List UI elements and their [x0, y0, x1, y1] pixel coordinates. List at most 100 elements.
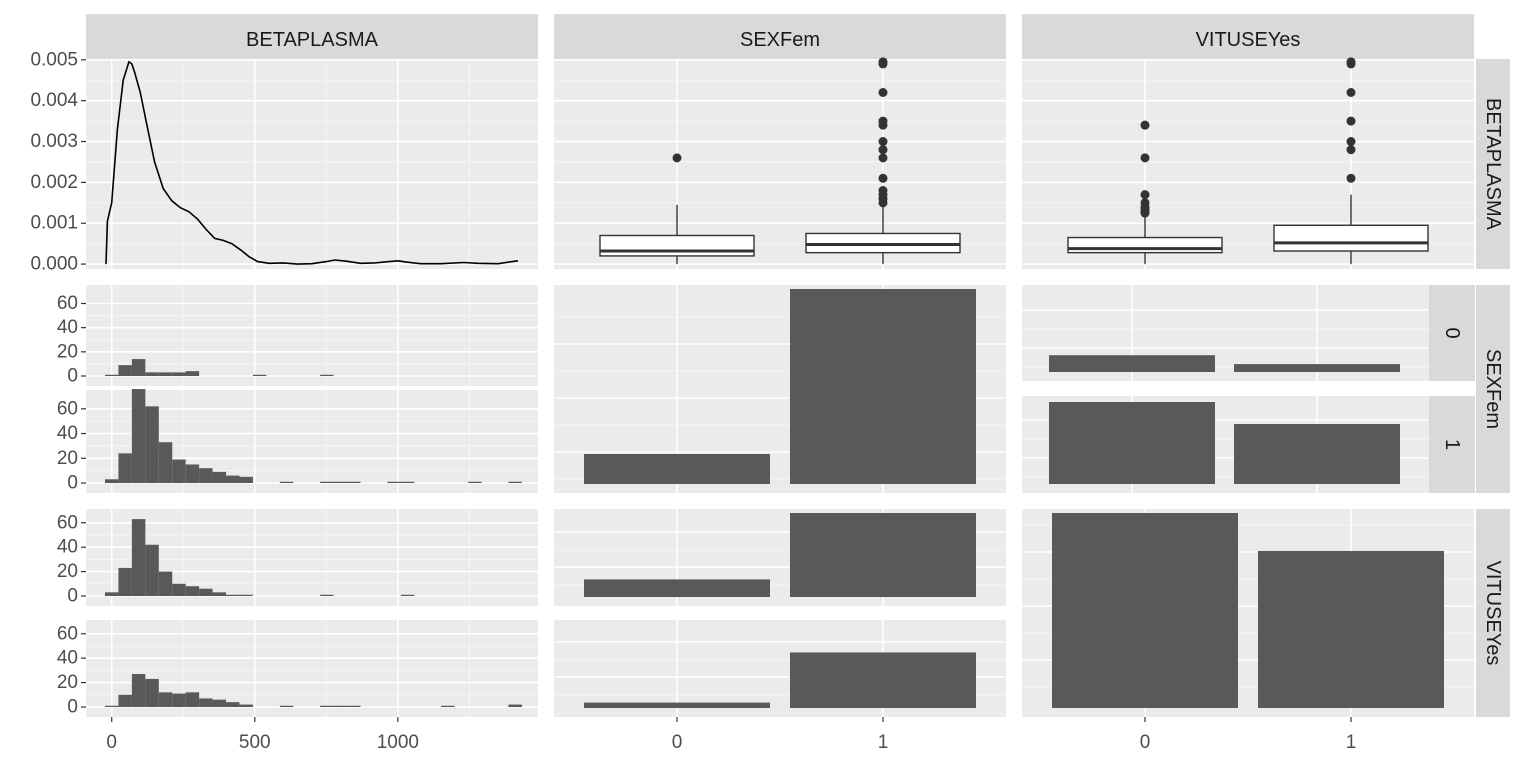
histogram-bar: [333, 481, 348, 483]
row-strip: [1476, 285, 1510, 493]
outlier-point: [878, 137, 888, 147]
count-bar: [1049, 355, 1215, 372]
histogram-bar: [199, 698, 213, 707]
panel-betaplasma-hist-vituse0: [86, 509, 538, 606]
y-tick-label: 0.000: [30, 254, 78, 275]
outlier-point: [1346, 137, 1356, 147]
outlier-point: [878, 145, 888, 155]
histogram-bar: [320, 705, 334, 707]
y-tick-label: 40: [57, 537, 78, 558]
column-strip: [1022, 14, 1474, 59]
histogram-bar: [199, 468, 213, 483]
panel-betaplasma-by-vituse: [1022, 57, 1474, 269]
row-strip: [1476, 509, 1510, 717]
column-strip: [554, 14, 1006, 59]
histogram-bar: [320, 374, 334, 376]
panel-vituse-by-sex0: [1022, 285, 1429, 381]
y-tick-label: 60: [57, 293, 78, 314]
count-bar: [790, 652, 976, 708]
histogram-bar: [158, 442, 173, 483]
histogram-bar: [172, 583, 186, 596]
outlier-point: [1346, 145, 1356, 155]
histogram-bar: [441, 705, 455, 707]
histogram-bar: [118, 453, 132, 483]
histogram-bar: [172, 693, 186, 707]
panel-sex-by-vituse0: [554, 509, 1006, 606]
histogram-bar: [320, 481, 334, 483]
outlier-point: [878, 186, 888, 196]
histogram-bar: [508, 704, 522, 707]
panel-betaplasma-by-sex: [554, 57, 1006, 269]
row-strip: [1476, 59, 1510, 269]
histogram-bar: [104, 479, 119, 483]
histogram-bar: [333, 705, 348, 707]
count-bar: [584, 454, 770, 484]
panel-vituse-counts: [1022, 509, 1474, 717]
histogram-bar: [131, 359, 146, 376]
column-strip-label: VITUSEYes: [1196, 29, 1301, 51]
histogram-bar: [104, 374, 119, 376]
row-strip-label: VITUSEYes: [1482, 561, 1504, 666]
y-tick-label: 20: [57, 448, 78, 469]
histogram-bar: [212, 592, 227, 596]
histogram-bar: [185, 692, 200, 707]
y-tick-label: 20: [57, 341, 78, 362]
panel-sex-counts: [554, 285, 1006, 493]
histogram-bar: [468, 481, 482, 483]
histogram-bar: [145, 372, 159, 376]
histogram-bar: [347, 705, 361, 707]
x-tick-label: 1: [1346, 732, 1357, 753]
outlier-point: [1346, 116, 1356, 126]
facet-strip: [1429, 396, 1475, 493]
facet-strip-label: 1: [1441, 439, 1463, 450]
box-group: [1067, 120, 1223, 265]
outlier-point: [878, 153, 888, 163]
count-bar: [1052, 513, 1238, 708]
column-strip: [86, 14, 538, 59]
histogram-bar: [320, 594, 334, 596]
panel-betaplasma-density: [86, 59, 538, 269]
count-bar: [1049, 402, 1215, 484]
facet-strip-label: 0: [1441, 327, 1463, 338]
y-tick-label: 0: [67, 473, 78, 494]
x-tick-label: 1000: [377, 732, 419, 753]
box-group: [805, 57, 961, 265]
histogram-bar: [145, 678, 159, 707]
histogram-bar: [226, 475, 240, 483]
histogram-bar: [185, 371, 200, 376]
box: [1273, 224, 1429, 252]
count-bar: [1258, 550, 1444, 708]
panel-sex-by-vituse1: [554, 620, 1006, 717]
y-tick-label: 0: [67, 586, 78, 607]
histogram-bar: [387, 481, 401, 483]
row-strip-label: BETAPLASMA: [1482, 98, 1504, 231]
outlier-point: [1140, 153, 1150, 163]
panel-betaplasma-hist-vituse1: [86, 620, 538, 717]
y-tick-label: 60: [57, 623, 78, 644]
histogram-bar: [400, 594, 415, 596]
histogram-bar: [239, 594, 253, 596]
histogram-bar: [172, 372, 186, 376]
histogram-bar: [239, 476, 253, 483]
y-tick-label: 0: [67, 697, 78, 718]
histogram-bar: [226, 594, 240, 596]
outlier-point: [878, 173, 888, 183]
box: [1067, 236, 1223, 254]
density-line: [105, 60, 519, 265]
y-tick-label: 40: [57, 317, 78, 338]
x-tick-label: 1: [878, 732, 889, 753]
histogram-bar: [131, 519, 146, 596]
panel-vituse-by-sex1: [1022, 396, 1429, 493]
box-group: [1273, 57, 1429, 265]
histogram-bar: [158, 372, 173, 376]
y-tick-label: 40: [57, 423, 78, 444]
histogram-bar: [104, 592, 119, 596]
outlier-point: [1140, 190, 1150, 200]
outlier-point: [878, 116, 888, 126]
histogram-bar: [279, 705, 294, 707]
histogram-bar: [199, 588, 213, 596]
count-bar: [1234, 364, 1400, 372]
y-tick-label: 60: [57, 398, 78, 419]
row-strip-label: SEXFem: [1482, 349, 1504, 429]
